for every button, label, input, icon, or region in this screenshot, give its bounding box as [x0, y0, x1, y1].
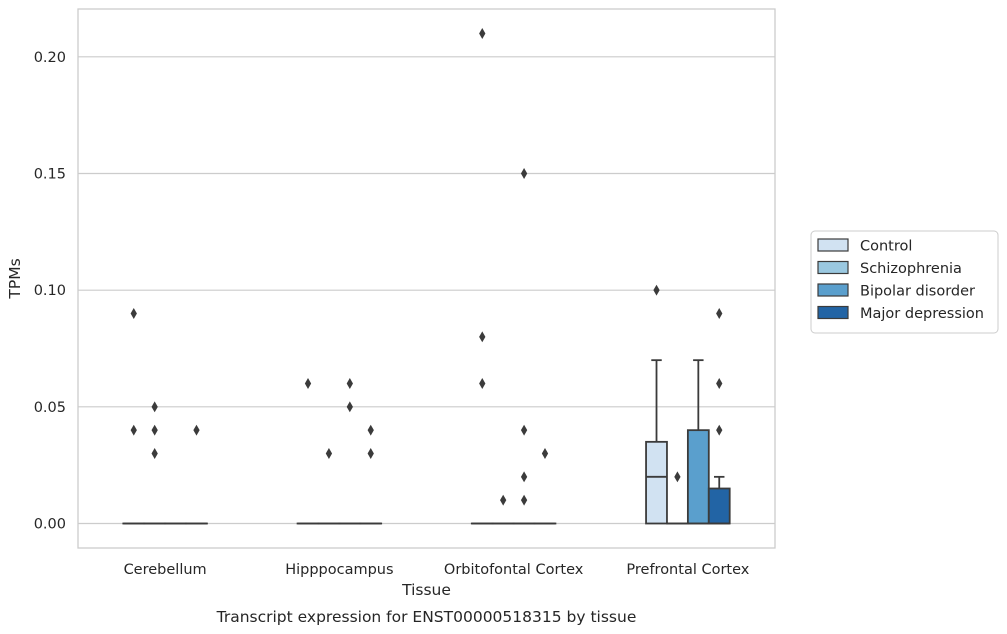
flier-point	[716, 424, 723, 436]
flier-point	[716, 378, 723, 389]
flier-point	[151, 448, 158, 459]
legend-swatch	[817, 238, 849, 252]
flier-point	[520, 168, 528, 179]
flier-point	[479, 28, 486, 39]
flier-point	[130, 424, 137, 436]
flier-point	[130, 308, 137, 319]
flier-point	[367, 448, 374, 459]
y-tick-label: 0.15	[34, 167, 66, 183]
legend-label: Schizophrenia	[860, 261, 962, 277]
box-body	[645, 440, 668, 525]
legend-label: Control	[860, 239, 912, 255]
legend-swatch	[817, 283, 849, 297]
y-axis-ticks: 0.00 0.05 0.10 0.15 0.20	[34, 50, 66, 533]
legend-box	[810, 230, 999, 334]
x-axis-ticks: Cerebellum Hipppocampus Orbitofontal Corte…	[124, 562, 750, 578]
x-axis-label: Tissue	[401, 581, 451, 599]
legend-label: Major depression	[860, 306, 984, 322]
box-plots	[122, 359, 731, 525]
flier-point	[716, 308, 723, 319]
flier-point	[479, 378, 486, 389]
box-3-2	[686, 359, 710, 525]
box-3-3	[707, 475, 731, 525]
flier-point	[520, 424, 528, 436]
flier-point	[520, 471, 528, 483]
flier-point	[346, 378, 353, 389]
box-3-0	[645, 359, 668, 525]
flier-point	[325, 448, 333, 459]
flier-point	[541, 448, 549, 459]
flier-point	[500, 494, 507, 506]
legend-swatch	[817, 260, 849, 275]
x-tick-label: Cerebellum	[124, 562, 207, 578]
box-body	[707, 487, 731, 525]
x-tick-label: Orbitofontal Cortex	[444, 562, 584, 578]
y-tick-label: 0.20	[34, 50, 66, 66]
flier-point	[304, 378, 312, 389]
flier-point	[346, 401, 353, 413]
y-tick-label: 0.00	[34, 517, 66, 533]
plot-frame	[77, 8, 776, 549]
legend-swatch	[817, 305, 849, 320]
flier-point	[193, 424, 200, 436]
x-tick-label: Hipppocampus	[285, 562, 393, 578]
y-axis-label: TPMs	[6, 258, 24, 299]
grid-lines	[78, 56, 775, 525]
outlier-points	[130, 28, 723, 506]
flier-point	[151, 424, 158, 436]
x-tick-label: Prefrontal Cortex	[626, 562, 749, 578]
y-tick-label: 0.05	[34, 400, 66, 416]
flier-point	[479, 331, 486, 343]
flier-point	[151, 401, 158, 413]
box-body	[686, 429, 710, 525]
y-tick-label: 0.10	[34, 283, 66, 299]
legend-label: Bipolar disorder	[860, 284, 975, 300]
chart-caption: Transcript expression for ENST0000051831…	[216, 608, 637, 626]
legend: Control Schizophrenia Bipolar disorder Majo…	[810, 230, 999, 334]
flier-point	[367, 424, 374, 436]
flier-point	[674, 471, 681, 483]
flier-point	[520, 494, 528, 506]
flier-point	[653, 284, 660, 296]
